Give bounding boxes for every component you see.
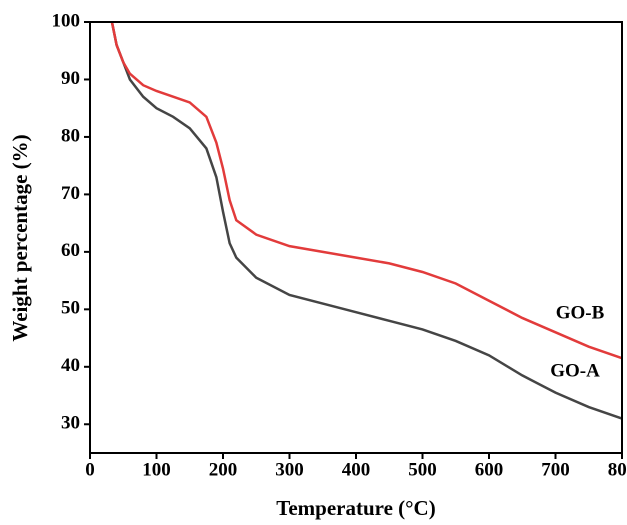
plot-frame (89, 21, 623, 454)
series-line (110, 21, 623, 360)
y-tick-label: 70 (61, 183, 80, 204)
x-tick-label: 100 (142, 459, 171, 480)
x-tick-label: 500 (408, 459, 437, 480)
y-tick-label: 40 (61, 355, 80, 376)
series-label: GO-A (550, 360, 600, 381)
y-tick-label: 90 (61, 68, 80, 89)
x-tick-label: 400 (342, 459, 371, 480)
series-label: GO-B (556, 302, 605, 323)
x-tick-label: 700 (541, 459, 570, 480)
y-tick-label: 50 (61, 298, 80, 319)
x-tick-label: 800 (608, 459, 627, 480)
x-tick-label: 0 (85, 459, 95, 480)
x-tick-label: 600 (475, 459, 504, 480)
y-tick-label: 100 (52, 10, 81, 31)
y-axis-title: Weight percentage (%) (8, 134, 32, 341)
x-tick-label: 300 (275, 459, 304, 480)
x-tick-label: 200 (209, 459, 238, 480)
x-axis-title: Temperature (°C) (276, 496, 435, 520)
y-tick-label: 30 (61, 413, 80, 434)
y-tick-label: 60 (61, 240, 80, 261)
series-line (110, 21, 623, 420)
y-tick-label: 80 (61, 125, 80, 146)
